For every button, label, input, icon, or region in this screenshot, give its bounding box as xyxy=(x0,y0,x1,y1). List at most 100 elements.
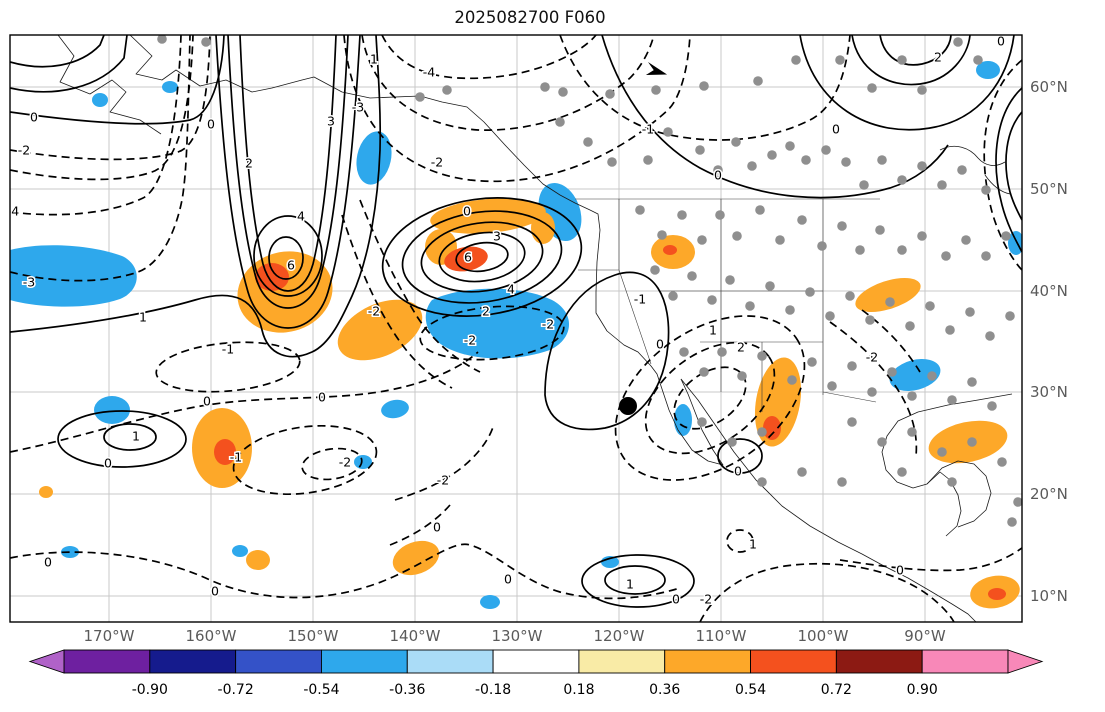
contour-label: 0 xyxy=(656,337,664,352)
station-dot xyxy=(583,137,593,147)
colorbar-arrow-right xyxy=(1007,649,1044,674)
contour-label: -2 xyxy=(700,592,712,607)
contour-line-solid xyxy=(10,35,225,125)
contour-label: 0 xyxy=(463,204,471,219)
station-dot xyxy=(725,275,735,285)
station-dot xyxy=(757,477,767,487)
coastline xyxy=(881,393,1013,537)
shaded-region-blue xyxy=(356,131,392,185)
station-dot xyxy=(845,291,855,301)
station-dot xyxy=(885,297,895,307)
station-dot xyxy=(785,305,795,315)
shaded-region-red xyxy=(988,588,1006,600)
contour-label: 6 xyxy=(287,258,295,273)
station-dot xyxy=(775,235,785,245)
contour-label: 1 xyxy=(370,52,378,67)
station-dot xyxy=(415,92,425,102)
colorbar-segment xyxy=(664,649,751,674)
station-dot xyxy=(757,427,767,437)
station-dot xyxy=(787,375,797,385)
shaded-region-orange xyxy=(392,540,440,576)
station-dot xyxy=(717,347,727,357)
contour-label: 6 xyxy=(464,250,472,265)
contour-label: -1 xyxy=(230,450,242,465)
station-dot xyxy=(442,85,452,95)
colorbar-arrow-left xyxy=(28,649,65,674)
station-dot xyxy=(887,367,897,377)
shaded-region-red xyxy=(444,246,488,272)
lon-tick-label: 170°W xyxy=(84,627,135,645)
contour-label: 1 xyxy=(139,310,147,325)
station-dot xyxy=(985,331,995,341)
contour-line-dashed xyxy=(419,305,565,361)
station-dot xyxy=(699,367,709,377)
station-dot xyxy=(907,391,917,401)
lon-tick-label: 140°W xyxy=(390,627,441,645)
colorbar-segment xyxy=(406,649,494,674)
contour-line-solid xyxy=(10,35,105,68)
station-dot xyxy=(953,37,963,47)
state-border xyxy=(618,269,652,365)
lat-tick-label: 40°N xyxy=(1030,282,1068,300)
station-dot xyxy=(1007,517,1017,527)
station-dot xyxy=(945,325,955,335)
station-dot xyxy=(897,175,907,185)
station-dot xyxy=(797,467,807,477)
contour-line-dashed xyxy=(726,529,754,553)
station-dot xyxy=(607,157,617,167)
contour-line-solid xyxy=(381,197,583,317)
aircraft-icon xyxy=(645,62,668,75)
station-dot xyxy=(821,145,831,155)
station-dot xyxy=(747,161,757,171)
contour-line-dashed xyxy=(359,199,481,373)
station-dot xyxy=(941,251,951,261)
contour-label: -1 xyxy=(642,122,654,137)
station-dot xyxy=(805,287,815,297)
station-dot xyxy=(727,437,737,447)
contour-label: 0 xyxy=(203,394,211,409)
shaded-region-blue xyxy=(381,399,409,419)
contour-label: -1 xyxy=(634,292,646,307)
map-content: 0 -2 -4 -3 1 0 2 3 1 4 6 -4 -3 -2 0 3 6 4 2 -2 -2 -2 -1 0 0 2 0 -1 0… xyxy=(10,34,1022,622)
lon-tick-label: 90°W xyxy=(904,627,946,645)
contour-label: 2 xyxy=(737,340,745,355)
plot-border xyxy=(9,34,1023,623)
colorbar-segment xyxy=(750,649,837,674)
station-dot xyxy=(663,127,673,137)
station-dot xyxy=(1001,231,1011,241)
contour-label: 2 xyxy=(482,304,490,319)
colorbar-tick-label: 0.54 xyxy=(735,682,766,698)
station-dot xyxy=(651,85,661,95)
lat-tick-label: 10°N xyxy=(1030,587,1068,605)
shaded-region-blue xyxy=(162,81,178,93)
station-dot xyxy=(715,210,725,220)
station-dot xyxy=(847,417,857,427)
station-dot xyxy=(877,155,887,165)
station-dot xyxy=(835,55,845,65)
colorbar-tick-label: 0.72 xyxy=(821,682,852,698)
shaded-region-blue xyxy=(92,93,108,107)
shaded-region-orange xyxy=(39,486,53,498)
contour-label: -4 xyxy=(423,65,436,80)
contour-line-solid xyxy=(268,236,304,280)
colorbar-tick-label: 0.36 xyxy=(649,682,680,698)
contour-line-solid xyxy=(438,231,526,283)
contour-label: 0 xyxy=(997,34,1005,49)
shaded-region-orange xyxy=(337,299,423,361)
shaded-region-blue xyxy=(480,595,500,609)
contour-label: -2 xyxy=(431,155,443,170)
station-dot xyxy=(907,427,917,437)
contour-label: -3 xyxy=(23,275,35,290)
coastline xyxy=(680,378,977,622)
contour-label: 0 xyxy=(504,572,512,587)
contour-label: 0 xyxy=(44,555,52,570)
station-dot xyxy=(897,467,907,477)
colorbar-tick-label: -0.72 xyxy=(218,682,254,698)
shaded-region-orange xyxy=(855,278,921,312)
contour-label: 2 xyxy=(245,156,253,171)
contour-line-dashed xyxy=(10,35,194,181)
shaded-region-orange xyxy=(246,550,270,570)
shaded-region-blue xyxy=(354,455,372,469)
station-dot xyxy=(947,395,957,405)
station-dot xyxy=(757,351,767,361)
